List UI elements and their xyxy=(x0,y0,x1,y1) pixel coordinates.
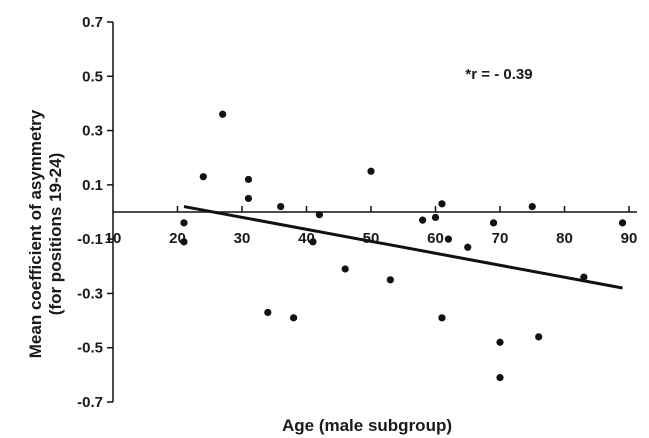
x-tick-label: 10 xyxy=(105,230,122,247)
x-tick-label: 90 xyxy=(621,230,638,247)
data-point xyxy=(264,308,272,317)
y-tick-label: -0.5 xyxy=(77,340,103,357)
y-tick-label: 0.3 xyxy=(82,123,103,140)
x-tick-label: 50 xyxy=(363,230,380,247)
y-tick-label: 0.7 xyxy=(82,14,103,31)
data-point xyxy=(438,314,446,322)
trendline-group xyxy=(183,205,623,290)
data-point xyxy=(244,175,253,184)
data-point xyxy=(315,211,323,219)
data-point xyxy=(528,202,536,211)
data-point xyxy=(309,238,317,246)
data-point xyxy=(199,173,207,181)
data-point xyxy=(219,110,227,118)
y-tick-label: -0.7 xyxy=(77,394,103,411)
correlation-annotation: *r = - 0.39 xyxy=(465,66,532,83)
x-tick-label: 30 xyxy=(234,230,251,247)
data-point xyxy=(244,194,253,203)
data-point xyxy=(431,213,440,222)
y-tick-label: -0.1 xyxy=(77,231,103,248)
data-point xyxy=(180,238,188,246)
y-tick-label: 0.5 xyxy=(82,68,103,85)
y-tick-label: 0.1 xyxy=(82,177,103,194)
x-axis-label: Age (male subgroup) xyxy=(282,416,452,435)
data-point xyxy=(341,265,349,273)
y-axis-label-line2: (for positions 19-24) xyxy=(46,153,65,315)
data-point xyxy=(180,219,188,227)
data-point xyxy=(489,219,498,227)
data-point xyxy=(535,333,543,341)
data-point xyxy=(419,216,427,224)
data-point xyxy=(386,276,394,284)
x-tick-label: 60 xyxy=(427,230,444,247)
trendline xyxy=(183,205,623,290)
x-tick-label: 70 xyxy=(492,230,509,247)
data-point xyxy=(580,273,588,281)
x-tick-label: 80 xyxy=(556,230,573,247)
data-point xyxy=(290,314,298,322)
y-tick-label: -0.3 xyxy=(77,285,103,302)
data-point xyxy=(444,235,452,243)
data-point xyxy=(496,338,504,346)
axes xyxy=(107,21,637,403)
y-axis-label-line1: Mean coefficient of asymmetry xyxy=(26,109,45,358)
data-point xyxy=(367,167,375,175)
data-point xyxy=(496,373,504,382)
data-point xyxy=(438,200,446,208)
data-point xyxy=(277,202,285,211)
data-point xyxy=(618,219,627,227)
data-point xyxy=(464,243,472,251)
data-points xyxy=(180,110,627,382)
